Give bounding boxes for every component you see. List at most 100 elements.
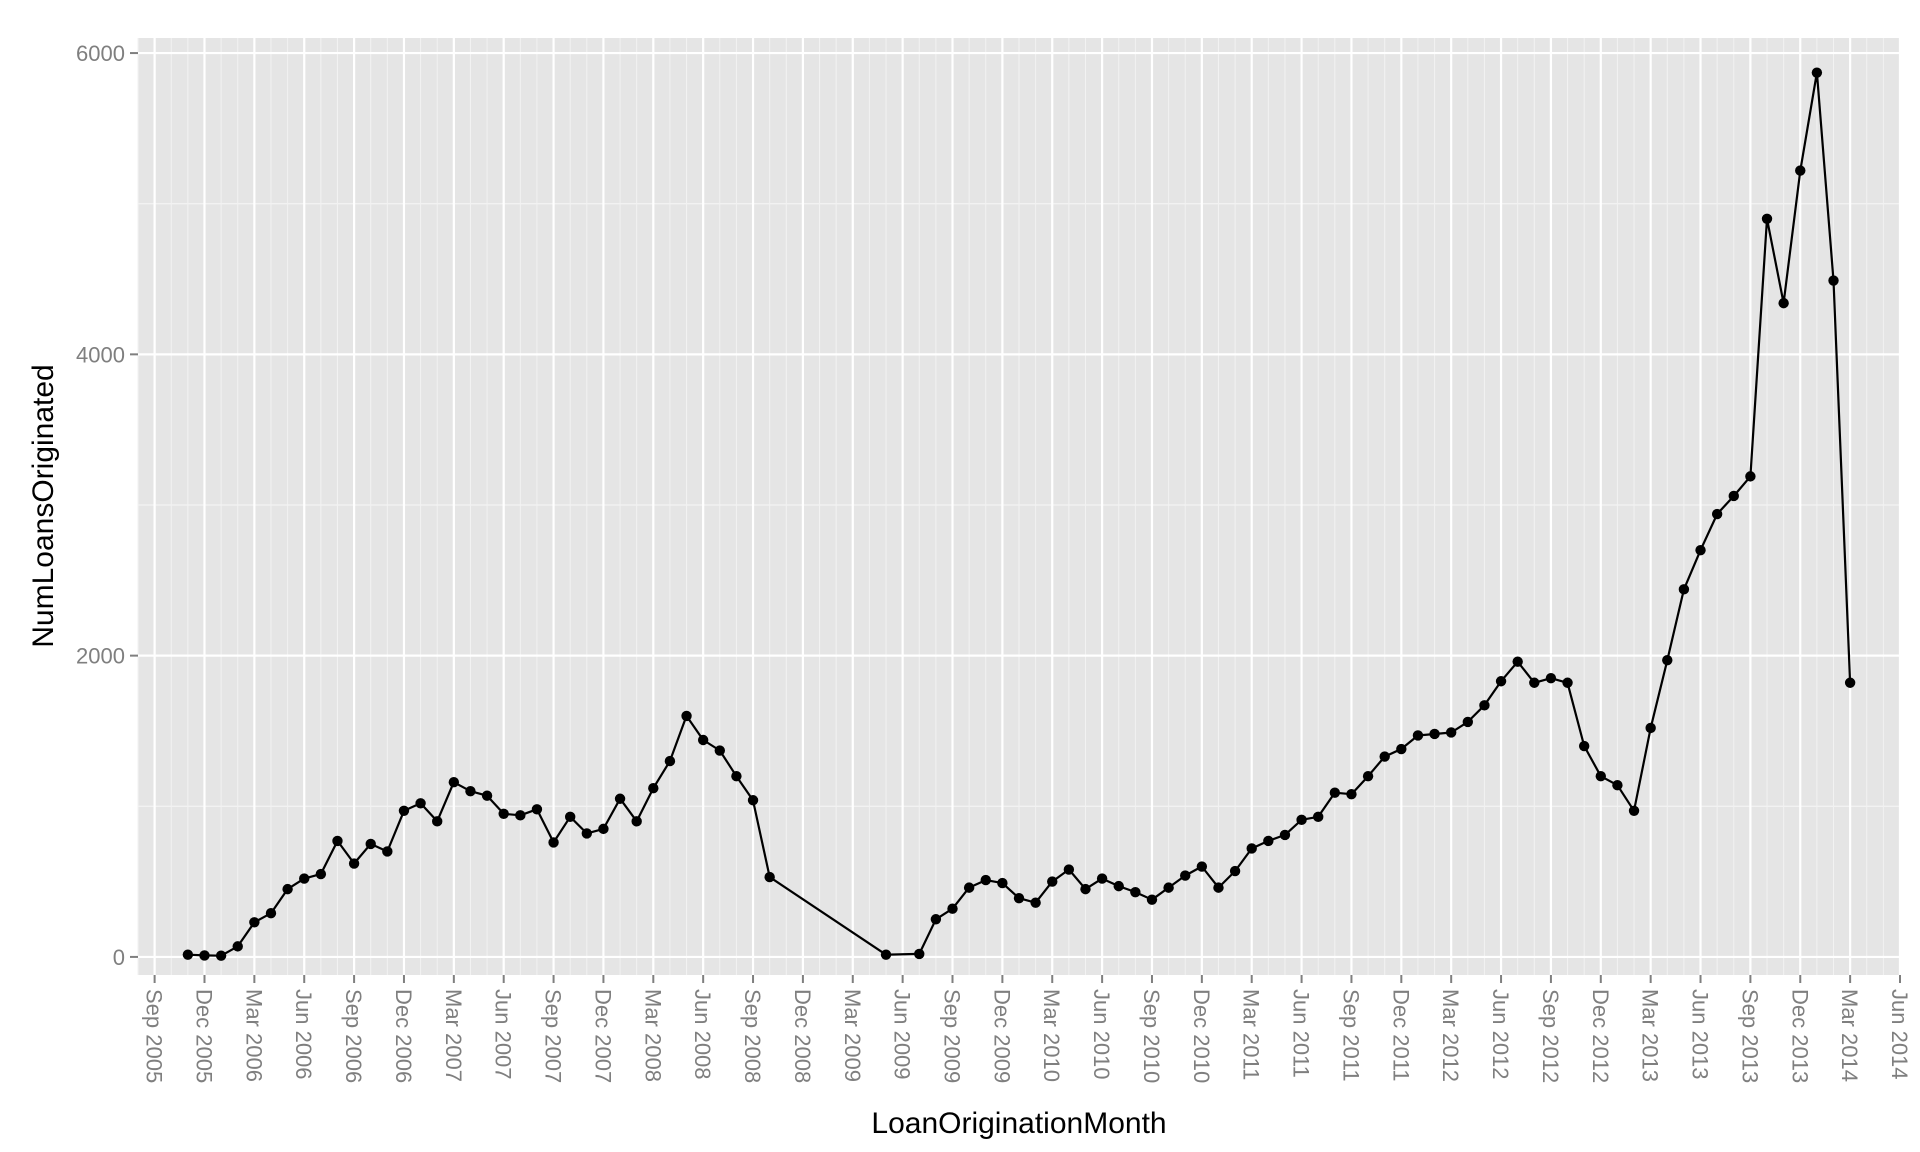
data-point	[315, 868, 327, 880]
data-point	[1180, 870, 1191, 881]
y-tick-label: 6000	[76, 41, 125, 66]
data-point	[681, 710, 692, 722]
data-point	[1761, 213, 1773, 224]
data-point	[348, 858, 360, 869]
data-point	[1811, 67, 1823, 78]
data-points	[182, 67, 1856, 961]
data-point	[215, 950, 227, 961]
data-point	[1379, 751, 1390, 762]
x-tick-label: Dec 2011	[1388, 989, 1413, 1082]
data-point	[963, 882, 975, 893]
x-axis-title: LoanOriginationMonth	[871, 1107, 1166, 1140]
data-point	[1096, 873, 1108, 884]
x-tick-label: Dec 2006	[391, 989, 416, 1083]
data-point	[1662, 654, 1673, 666]
data-point	[1728, 490, 1739, 502]
data-point	[1595, 770, 1606, 782]
data-point	[564, 811, 576, 823]
x-tick-label: Sep 2010	[1139, 989, 1164, 1083]
data-point	[1080, 883, 1091, 895]
data-point	[880, 949, 892, 960]
data-point	[697, 734, 709, 746]
x-tick-label: Sep 2005	[142, 989, 167, 1083]
x-tick-label: Dec 2007	[590, 989, 615, 1083]
data-point	[1362, 770, 1374, 782]
data-point	[548, 837, 559, 848]
y-axis-ticks: 0 2000 4000 6000	[76, 41, 138, 970]
series-line	[187, 71, 1852, 957]
data-point	[631, 816, 642, 827]
data-point	[914, 948, 925, 960]
data-point	[265, 908, 277, 919]
data-point	[365, 838, 376, 850]
x-tick-label: Mar 2014	[1837, 989, 1862, 1082]
data-point	[1512, 656, 1523, 667]
data-point	[1130, 886, 1141, 898]
data-point	[1545, 673, 1557, 684]
data-point	[1795, 165, 1806, 176]
data-point	[1013, 892, 1025, 904]
x-tick-label: Dec 2005	[191, 989, 216, 1083]
data-point	[1146, 894, 1158, 905]
data-point	[1445, 727, 1457, 738]
data-point	[1479, 700, 1490, 711]
x-tick-label: Dec 2008	[790, 989, 815, 1083]
data-point	[980, 874, 991, 886]
data-point	[1063, 864, 1075, 875]
data-point	[1429, 728, 1440, 740]
data-point	[1678, 584, 1690, 595]
data-point	[498, 808, 509, 820]
data-point	[1246, 843, 1257, 854]
x-tick-label: Jun 2012	[1488, 989, 1513, 1080]
x-tick-label: Sep 2011	[1338, 989, 1363, 1082]
data-point	[1296, 814, 1307, 826]
data-point	[1229, 865, 1241, 877]
data-point	[598, 823, 609, 835]
data-point	[1612, 779, 1623, 791]
data-point	[1529, 677, 1540, 688]
x-tick-label: Dec 2010	[1189, 989, 1214, 1083]
data-point	[930, 914, 942, 925]
x-tick-label: Mar 2007	[441, 989, 466, 1082]
data-point	[1462, 716, 1474, 728]
data-point	[382, 846, 393, 857]
data-point	[515, 810, 526, 821]
x-tick-label: Jun 2011	[1289, 989, 1314, 1078]
data-point	[432, 816, 443, 827]
data-point	[1047, 876, 1058, 887]
data-point	[465, 786, 476, 797]
x-tick-label: Sep 2013	[1737, 989, 1762, 1083]
data-point	[448, 776, 460, 788]
x-tick-label: Mar 2013	[1638, 989, 1663, 1082]
data-point	[1828, 275, 1839, 286]
x-tick-label: Sep 2012	[1538, 989, 1563, 1083]
y-tick-label: 0	[113, 945, 125, 970]
data-point	[1030, 897, 1041, 908]
data-point	[332, 835, 343, 847]
data-point	[1329, 787, 1341, 798]
x-tick-label: Mar 2011	[1239, 989, 1264, 1080]
x-tick-label: Dec 2009	[989, 989, 1014, 1083]
data-point	[199, 950, 210, 961]
data-point	[1711, 508, 1723, 520]
data-point	[415, 798, 426, 809]
data-point	[282, 883, 293, 895]
x-tick-label: Jun 2006	[291, 989, 316, 1080]
x-tick-label: Mar 2012	[1438, 989, 1463, 1082]
data-point	[1346, 789, 1357, 800]
data-point	[1645, 722, 1656, 734]
data-point	[249, 917, 260, 928]
data-point	[614, 793, 626, 804]
x-tick-label: Jun 2007	[491, 989, 516, 1080]
data-point	[1495, 676, 1507, 687]
data-point	[1578, 740, 1590, 752]
data-point	[481, 790, 493, 801]
data-point	[1412, 730, 1424, 741]
x-tick-label: Mar 2010	[1039, 989, 1064, 1082]
y-axis-title: NumLoansOriginated	[27, 364, 60, 648]
x-tick-label: Jun 2009	[890, 989, 915, 1080]
data-point	[648, 783, 659, 794]
data-point	[1213, 882, 1224, 893]
data-point	[1695, 544, 1706, 556]
